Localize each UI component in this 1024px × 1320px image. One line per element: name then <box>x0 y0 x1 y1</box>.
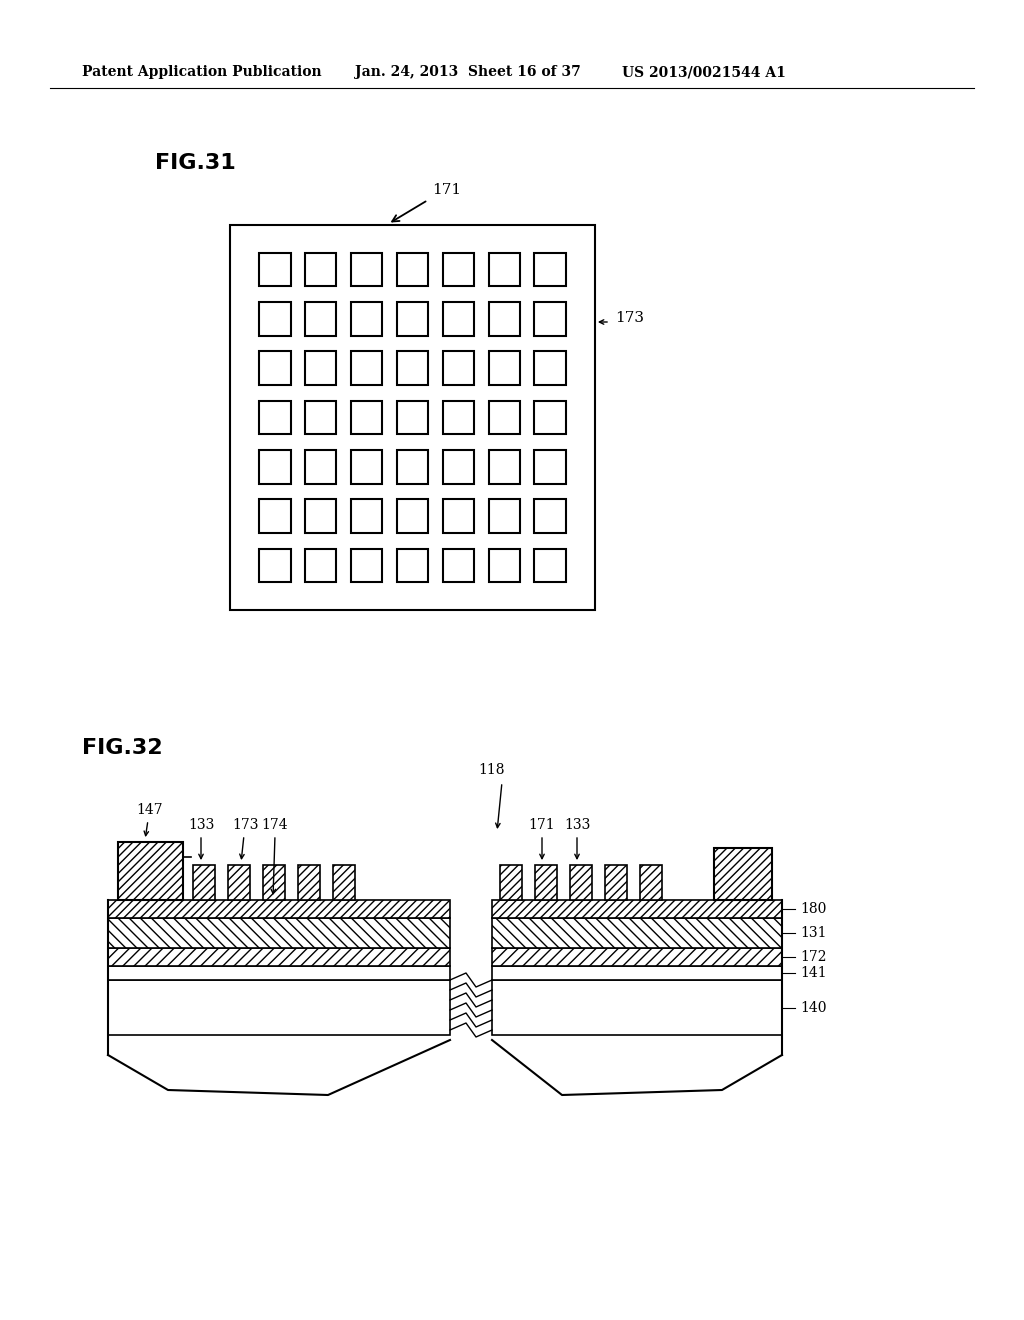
Text: US 2013/0021544 A1: US 2013/0021544 A1 <box>622 65 785 79</box>
Text: 172: 172 <box>800 950 826 964</box>
Bar <box>488 351 520 385</box>
Text: 133: 133 <box>564 818 590 832</box>
Bar <box>259 450 291 483</box>
Bar <box>230 224 595 610</box>
Bar <box>259 499 291 533</box>
Bar <box>442 549 474 582</box>
Bar <box>535 450 565 483</box>
Bar <box>351 401 382 434</box>
Bar <box>535 549 565 582</box>
Bar <box>351 253 382 286</box>
Bar <box>500 865 522 900</box>
Bar <box>259 549 291 582</box>
Bar <box>492 979 782 1035</box>
Bar <box>492 917 782 948</box>
Bar <box>108 966 450 979</box>
Bar <box>259 401 291 434</box>
Text: 173: 173 <box>615 312 644 325</box>
Bar <box>351 351 382 385</box>
Bar <box>535 253 565 286</box>
Bar <box>535 302 565 335</box>
Text: FIG.32: FIG.32 <box>82 738 163 758</box>
Bar <box>535 499 565 533</box>
Bar <box>305 302 336 335</box>
Bar <box>442 450 474 483</box>
Bar <box>397 253 428 286</box>
Text: Patent Application Publication: Patent Application Publication <box>82 65 322 79</box>
Bar <box>397 450 428 483</box>
Bar <box>228 865 250 900</box>
Bar <box>351 302 382 335</box>
Bar <box>397 351 428 385</box>
Bar <box>305 549 336 582</box>
Bar <box>442 499 474 533</box>
Bar <box>259 351 291 385</box>
Bar <box>305 499 336 533</box>
Bar <box>714 847 772 900</box>
Text: 118: 118 <box>479 763 505 777</box>
Bar <box>108 917 450 948</box>
Bar <box>492 948 782 966</box>
Text: 133: 133 <box>187 818 214 832</box>
Bar <box>492 966 782 979</box>
Bar <box>305 351 336 385</box>
Text: 171: 171 <box>432 183 461 197</box>
Bar <box>193 865 215 900</box>
Bar <box>397 549 428 582</box>
Bar <box>605 865 627 900</box>
Bar <box>570 865 592 900</box>
Bar <box>488 302 520 335</box>
Bar <box>397 401 428 434</box>
Text: 171: 171 <box>528 818 555 832</box>
Bar <box>259 253 291 286</box>
Text: FIG.31: FIG.31 <box>155 153 236 173</box>
Bar <box>259 302 291 335</box>
Bar <box>488 499 520 533</box>
Bar <box>305 450 336 483</box>
Text: 147: 147 <box>136 803 163 817</box>
Bar <box>488 450 520 483</box>
Bar <box>442 253 474 286</box>
Bar <box>108 948 450 966</box>
Bar <box>492 900 782 917</box>
Text: 140: 140 <box>800 1001 826 1015</box>
Bar <box>488 549 520 582</box>
Bar <box>442 401 474 434</box>
Bar <box>263 865 285 900</box>
Text: Jan. 24, 2013: Jan. 24, 2013 <box>355 65 459 79</box>
Bar <box>488 401 520 434</box>
Bar <box>351 499 382 533</box>
Bar <box>640 865 662 900</box>
Bar <box>305 253 336 286</box>
Text: 141: 141 <box>800 966 826 979</box>
Bar <box>397 499 428 533</box>
Bar <box>442 302 474 335</box>
Bar <box>535 351 565 385</box>
Bar <box>488 253 520 286</box>
Bar <box>397 302 428 335</box>
Text: Sheet 16 of 37: Sheet 16 of 37 <box>468 65 581 79</box>
Bar <box>108 979 450 1035</box>
Bar <box>351 549 382 582</box>
Text: 173: 173 <box>232 818 259 832</box>
Text: 131: 131 <box>800 927 826 940</box>
Bar <box>351 450 382 483</box>
Bar <box>298 865 319 900</box>
Bar <box>442 351 474 385</box>
Text: 174: 174 <box>262 818 289 832</box>
Bar <box>108 900 450 917</box>
Bar <box>305 401 336 434</box>
Bar <box>333 865 355 900</box>
Bar <box>535 865 557 900</box>
Bar <box>535 401 565 434</box>
Bar <box>118 842 183 900</box>
Text: 180: 180 <box>800 902 826 916</box>
